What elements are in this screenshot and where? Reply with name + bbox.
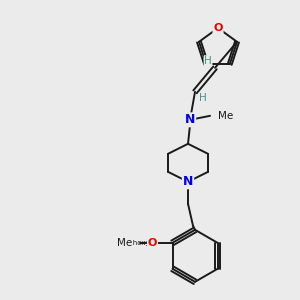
Text: H: H <box>199 93 207 103</box>
Text: N: N <box>183 175 193 188</box>
Text: N: N <box>185 113 195 126</box>
Text: O: O <box>213 23 223 33</box>
Text: H: H <box>204 56 212 66</box>
Text: Me: Me <box>218 111 233 121</box>
Text: methoxy: methoxy <box>119 240 150 246</box>
Text: O: O <box>148 238 157 248</box>
Text: Me: Me <box>117 238 133 248</box>
